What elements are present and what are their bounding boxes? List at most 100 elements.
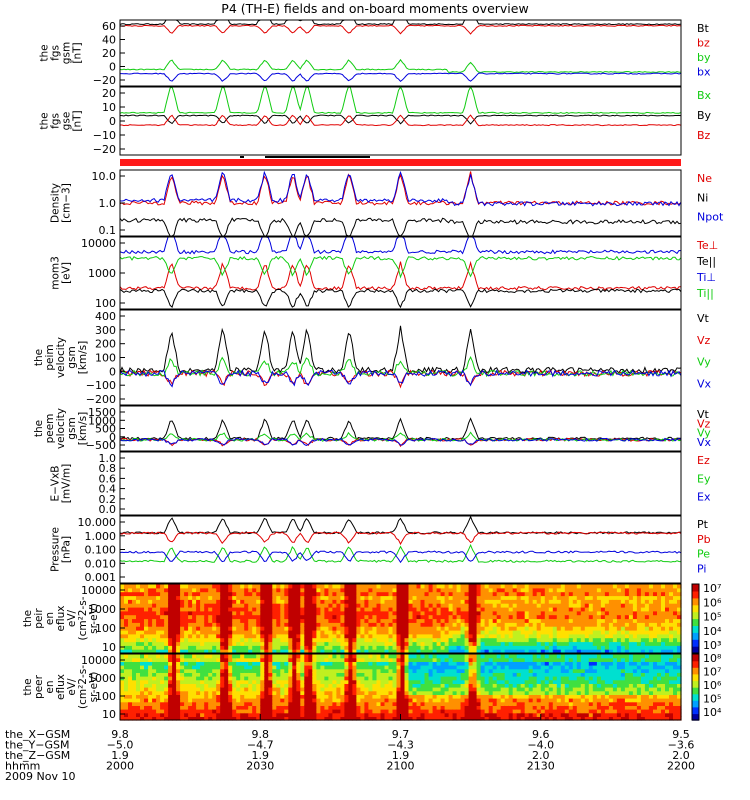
heatmap-cell [312,591,317,597]
heatmap-cell [496,622,502,627]
heatmap-cell [224,657,229,662]
heatmap-cell [244,668,249,673]
heatmap-cell [336,618,341,623]
heatmap-cell [208,591,213,597]
heatmap-cell [132,654,137,659]
heatmap-cell [320,633,325,639]
heatmap-cell [236,694,241,699]
heatmap-cell [268,694,273,699]
heatmap-cell [580,584,586,589]
heatmap-cell [216,690,221,695]
heatmap-cell [256,705,261,710]
heatmap-cell [440,591,446,597]
heatmap-cell [612,649,618,654]
heatmap-cell [548,645,554,650]
heatmap-cell [596,694,602,699]
heatmap-cell [364,622,369,627]
heatmap-cell [460,694,466,699]
colorbar-cell [692,606,699,609]
heatmap-cell [400,645,406,650]
heatmap-cell [312,633,317,639]
heatmap-cell [653,633,658,639]
heatmap-cell [220,641,225,646]
heatmap-cell [372,672,377,677]
heatmap-cell [440,698,446,703]
heatmap-cell [356,687,361,692]
heatmap-cell [348,603,353,608]
heatmap-cell [528,716,534,721]
heatmap-cell [524,661,530,666]
heatmap-cell [180,610,185,616]
heatmap-cell [408,591,414,597]
heatmap-cell [244,679,249,684]
series-line-ti [119,236,682,255]
heatmap-cell [312,630,317,635]
heatmap-cell [236,645,241,650]
heatmap-cell [468,690,474,695]
heatmap-cell [216,654,221,659]
heatmap-cell [488,587,494,593]
heatmap-cell [448,716,454,721]
heatmap-cell [665,618,670,623]
heatmap-cell [661,599,666,604]
heatmap-cell [168,716,173,721]
heatmap-cell [640,641,646,646]
heatmap-cell [140,599,145,604]
heatmap-cell [328,679,333,684]
heatmap-cell [428,622,434,627]
heatmap-cell [596,709,602,714]
heatmap-cell [648,587,654,593]
heatmap-cell [248,630,253,635]
series-line-pi [119,550,682,564]
heatmap-cell [532,654,538,659]
heatmap-cell [388,591,394,597]
heatmap-cell [272,716,277,721]
heatmap-cell [432,683,438,688]
heatmap-cell [661,630,666,635]
heatmap-cell [240,683,245,688]
heatmap-cell [444,614,450,620]
heatmap-cell [228,683,233,688]
heatmap-cell [148,622,153,627]
heatmap-cell [284,661,289,666]
heatmap-cell [568,668,574,673]
heatmap-cell [308,679,313,684]
heatmap-cell [172,607,177,612]
series-line-vx [119,437,682,447]
heatmap-cell [468,607,474,612]
heatmap-cell [500,584,506,589]
heatmap-cell [340,626,345,631]
heatmap-cell [584,610,590,616]
heatmap-cell [612,618,618,623]
heatmap-cell [496,595,502,600]
heatmap-cell [140,614,145,620]
heatmap-cell [192,587,197,593]
heatmap-cell [488,665,494,670]
heatmap-cell [476,603,482,608]
heatmap-cell [468,716,474,721]
heatmap-cell [556,665,562,670]
heatmap-cell [500,683,506,688]
heatmap-cell [204,633,209,639]
heatmap-cell [624,622,630,627]
heatmap-cell [384,591,390,597]
heatmap-cell [332,698,337,703]
heatmap-cell [468,626,474,631]
heatmap-cell [348,694,353,699]
heatmap-cell [516,705,522,710]
heatmap-cell [580,618,586,623]
heatmap-cell [240,661,245,666]
heatmap-cell [404,657,410,662]
heatmap-cell [384,584,390,589]
heatmap-cell [324,701,329,706]
heatmap-cell [120,637,125,643]
heatmap-cell [200,679,205,684]
heatmap-cell [632,591,638,597]
heatmap-cell [657,641,662,646]
heatmap-cell [665,614,670,620]
heatmap-cell [124,630,129,635]
heatmap-cell [216,587,221,593]
heatmap-cell [404,622,410,627]
heatmap-cell [272,607,277,612]
heatmap-cell [220,668,225,673]
